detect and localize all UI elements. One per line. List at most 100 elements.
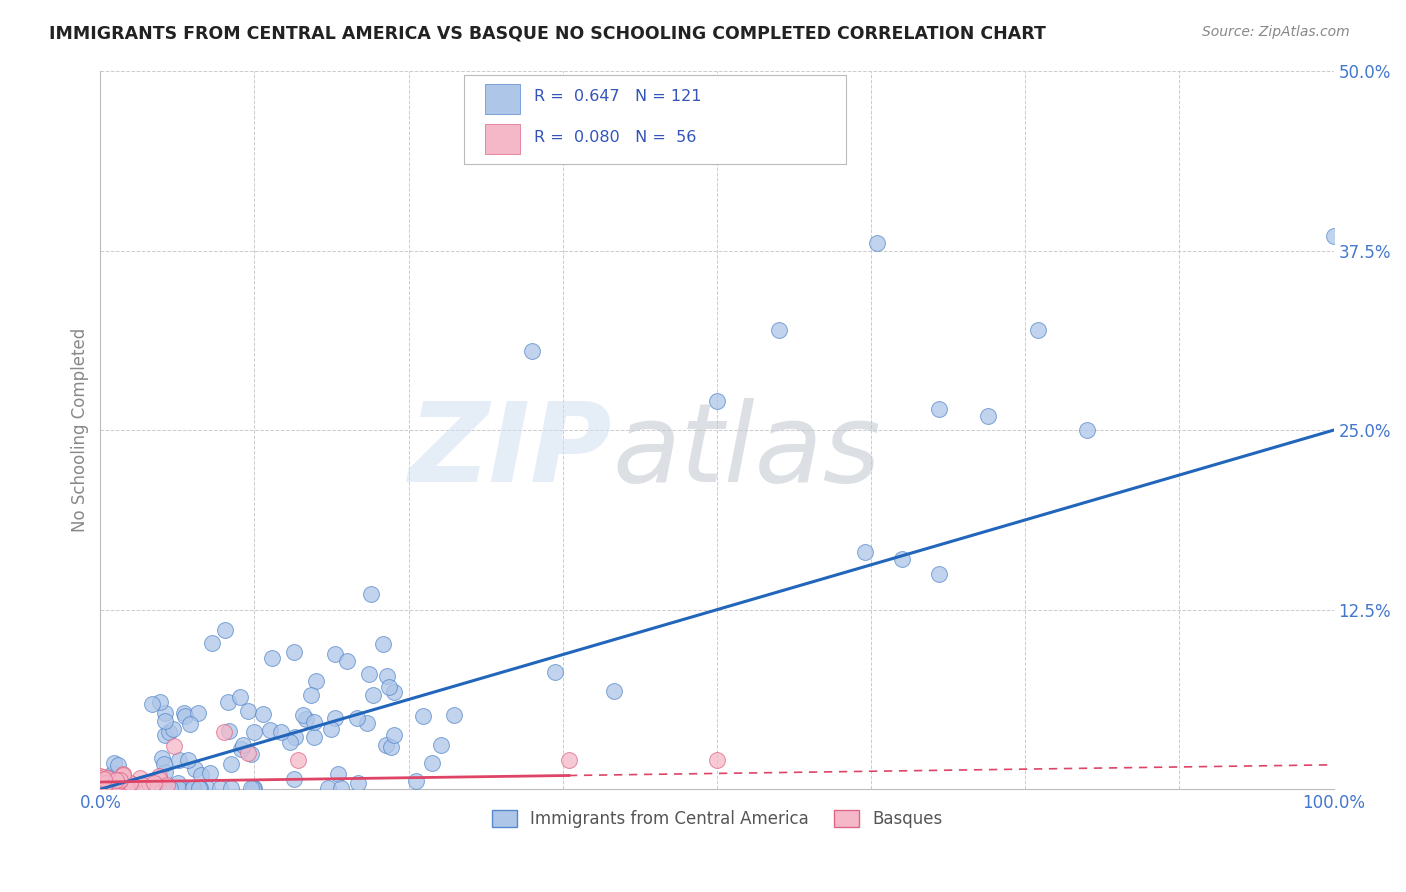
- Point: [238, 747, 260, 761]
- Point: [120, 775, 142, 789]
- Point: [93, 777, 115, 791]
- Point: [374, 738, 396, 752]
- Point: [190, 768, 212, 782]
- Point: [103, 774, 125, 789]
- Point: [243, 780, 266, 795]
- Point: [200, 765, 222, 780]
- Point: [360, 587, 382, 601]
- Point: [183, 780, 205, 795]
- Point: [135, 780, 157, 795]
- Point: [111, 769, 134, 783]
- Point: [96, 771, 118, 785]
- Point: [163, 739, 186, 753]
- Point: [977, 409, 1000, 423]
- Point: [195, 780, 218, 795]
- Point: [103, 756, 125, 771]
- Point: [242, 780, 264, 795]
- Bar: [485, 84, 520, 114]
- Point: [108, 772, 131, 787]
- Point: [229, 741, 252, 756]
- Point: [90, 776, 112, 790]
- Point: [167, 780, 190, 795]
- Point: [768, 323, 790, 337]
- Point: [252, 707, 274, 722]
- Point: [323, 711, 346, 725]
- Point: [149, 695, 172, 709]
- Point: [187, 706, 209, 721]
- Point: [443, 707, 465, 722]
- Point: [302, 714, 325, 729]
- Point: [304, 731, 326, 745]
- Point: [93, 777, 115, 791]
- Point: [262, 650, 284, 665]
- Point: [173, 706, 195, 720]
- Point: [706, 754, 728, 768]
- Point: [270, 725, 292, 739]
- Point: [179, 780, 201, 795]
- Point: [103, 778, 125, 792]
- Point: [107, 757, 129, 772]
- Point: [131, 778, 153, 792]
- Point: [93, 772, 115, 786]
- Legend: Immigrants from Central America, Basques: Immigrants from Central America, Basques: [485, 804, 949, 835]
- Point: [380, 740, 402, 755]
- Point: [141, 697, 163, 711]
- Point: [101, 780, 124, 795]
- Point: [346, 711, 368, 725]
- Point: [90, 777, 112, 791]
- Point: [214, 623, 236, 637]
- Point: [90, 778, 112, 792]
- Point: [91, 777, 114, 791]
- Point: [128, 780, 150, 795]
- Point: [173, 780, 195, 795]
- Point: [97, 772, 120, 786]
- Point: [105, 772, 128, 787]
- Point: [361, 688, 384, 702]
- Point: [326, 767, 349, 781]
- Point: [97, 777, 120, 791]
- Point: [219, 756, 242, 771]
- Point: [184, 762, 207, 776]
- Point: [129, 771, 152, 785]
- Point: [928, 401, 950, 416]
- Point: [93, 773, 115, 788]
- Point: [866, 236, 889, 251]
- Point: [148, 772, 170, 787]
- Point: [371, 637, 394, 651]
- Point: [138, 776, 160, 790]
- Point: [405, 773, 427, 788]
- Text: R =  0.647   N = 121: R = 0.647 N = 121: [534, 89, 702, 103]
- Point: [153, 728, 176, 742]
- Point: [329, 780, 352, 795]
- Point: [105, 776, 128, 790]
- Point: [162, 722, 184, 736]
- Point: [115, 778, 138, 792]
- Bar: [485, 124, 520, 154]
- Point: [853, 545, 876, 559]
- Point: [118, 780, 141, 795]
- Point: [173, 708, 195, 723]
- Point: [156, 778, 179, 792]
- Point: [928, 566, 950, 581]
- Point: [103, 780, 125, 795]
- Point: [89, 777, 111, 791]
- FancyBboxPatch shape: [464, 75, 846, 164]
- Point: [287, 754, 309, 768]
- Point: [118, 776, 141, 790]
- Point: [294, 712, 316, 726]
- Point: [112, 777, 135, 791]
- Point: [93, 777, 115, 791]
- Point: [153, 764, 176, 779]
- Point: [107, 780, 129, 795]
- Point: [212, 724, 235, 739]
- Point: [1322, 229, 1344, 244]
- Point: [108, 773, 131, 788]
- Point: [259, 723, 281, 738]
- Point: [90, 771, 112, 785]
- Point: [150, 751, 173, 765]
- Point: [323, 647, 346, 661]
- Point: [101, 778, 124, 792]
- Point: [97, 777, 120, 791]
- Point: [167, 753, 190, 767]
- Point: [98, 780, 121, 795]
